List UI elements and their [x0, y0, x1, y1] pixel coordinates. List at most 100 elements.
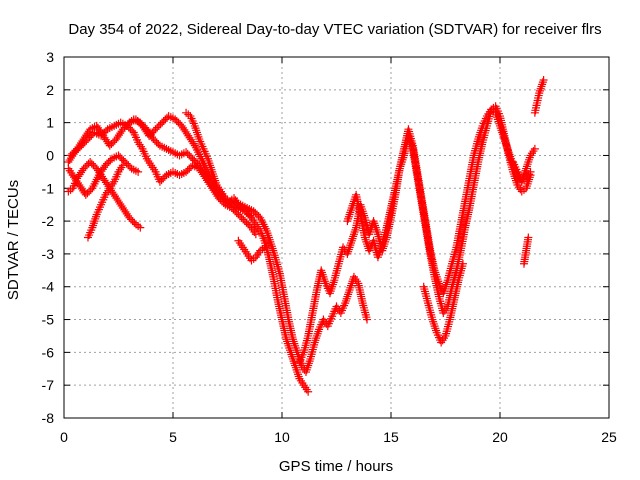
- data-point-fill: [239, 215, 248, 224]
- data-marks: [64, 75, 548, 396]
- data-point-fill: [87, 159, 96, 168]
- data-point-fill: [151, 136, 160, 145]
- grid: [64, 57, 609, 418]
- data-point-fill: [285, 346, 294, 355]
- data-point-fill: [193, 130, 202, 139]
- data-point-fill: [525, 153, 534, 162]
- data-point-fill: [344, 247, 353, 256]
- data-point: [188, 154, 197, 163]
- data-point: [118, 125, 127, 134]
- data-point: [182, 167, 191, 176]
- data-point-fill: [236, 212, 245, 221]
- data-point: [251, 230, 260, 239]
- data-point-fill: [251, 208, 260, 217]
- data-point-fill: [68, 149, 77, 158]
- data-point: [86, 158, 95, 167]
- data-point: [395, 164, 404, 173]
- data-point-fill: [351, 225, 360, 234]
- data-point-fill: [183, 149, 192, 158]
- data-point-fill: [313, 329, 322, 338]
- y-tick-label: -8: [42, 410, 55, 426]
- data-point-fill: [242, 218, 251, 227]
- data-point-fill: [81, 162, 90, 171]
- data-point-fill: [341, 296, 350, 305]
- data-point-fill: [346, 241, 355, 250]
- data-point-fill: [329, 278, 338, 287]
- data-point-fill: [161, 115, 170, 124]
- data-point: [345, 286, 354, 295]
- data-point-fill: [146, 130, 155, 139]
- data-point-fill: [314, 327, 323, 336]
- y-tick-label: 1: [46, 115, 54, 131]
- data-point: [182, 148, 191, 157]
- chart-title: Day 354 of 2022, Sidereal Day-to-day VTE…: [68, 21, 601, 38]
- data-point-fill: [328, 280, 337, 289]
- data-point-fill: [304, 359, 313, 368]
- data-point-fill: [285, 343, 294, 352]
- data-point-fill: [172, 116, 181, 125]
- data-point-fill: [347, 281, 356, 290]
- data-point-fill: [90, 217, 99, 226]
- data-point-fill: [89, 221, 98, 230]
- data-point-fill: [159, 116, 168, 125]
- data-point-fill: [342, 294, 351, 303]
- data-point-fill: [104, 158, 113, 167]
- data-point-fill: [191, 158, 200, 167]
- data-point-fill: [157, 176, 166, 185]
- data-point-fill: [524, 158, 533, 167]
- y-axis-label: SDTVAR / TECUs: [5, 180, 22, 300]
- data-point-fill: [523, 179, 532, 188]
- data-point-fill: [117, 154, 126, 163]
- data-point-fill: [166, 113, 175, 122]
- data-point-fill: [347, 206, 356, 215]
- data-point-fill: [289, 357, 298, 366]
- data-point-fill: [69, 148, 78, 157]
- data-point-fill: [191, 124, 200, 133]
- data-point: [304, 387, 313, 396]
- data-point-fill: [130, 218, 139, 227]
- data-point: [458, 259, 467, 268]
- data-point: [347, 236, 356, 245]
- data-point-fill: [397, 158, 406, 167]
- data-point-fill: [194, 132, 203, 141]
- data-point-fill: [312, 334, 321, 343]
- data-point-fill: [283, 339, 292, 348]
- data-point: [171, 115, 180, 124]
- y-tick-label: -6: [42, 344, 55, 360]
- data-point-fill: [372, 225, 381, 234]
- data-point: [264, 240, 273, 249]
- data-point-fill: [149, 126, 158, 135]
- plot-frame: [63, 56, 610, 419]
- data-point-fill: [128, 126, 137, 135]
- data-point-fill: [287, 350, 296, 359]
- data-point-fill: [186, 153, 195, 162]
- data-point-fill: [348, 234, 357, 243]
- data-point: [145, 131, 154, 140]
- data-point-fill: [361, 235, 370, 244]
- data-point-fill: [133, 116, 142, 125]
- x-tick-label: 10: [274, 429, 290, 445]
- data-point-fill: [192, 128, 201, 137]
- data-point-fill: [523, 160, 532, 169]
- y-tick-label: -4: [42, 279, 55, 295]
- data-point-fill: [349, 232, 358, 241]
- data-point: [66, 151, 75, 160]
- data-point-fill: [252, 210, 261, 219]
- data-point-fill: [91, 212, 100, 221]
- data-point-fill: [536, 84, 545, 93]
- data-point-fill: [431, 324, 440, 333]
- y-tick-label: -7: [42, 377, 55, 393]
- data-point: [530, 144, 539, 153]
- y-tick-label: -5: [42, 312, 55, 328]
- data-point-fill: [127, 215, 136, 224]
- data-point-fill: [347, 238, 356, 247]
- data-point-fill: [284, 341, 293, 350]
- x-tick-label: 5: [169, 429, 177, 445]
- data-point: [131, 115, 140, 124]
- data-point-fill: [349, 230, 358, 239]
- data-point: [347, 203, 356, 212]
- data-point: [363, 315, 372, 324]
- data-point: [125, 213, 134, 222]
- data-point-fill: [397, 160, 406, 169]
- data-point-fill: [116, 153, 125, 162]
